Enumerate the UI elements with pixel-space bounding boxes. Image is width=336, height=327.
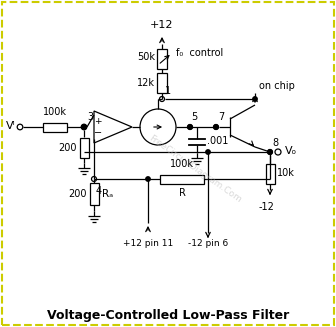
Circle shape bbox=[188, 125, 192, 129]
Text: 4: 4 bbox=[96, 186, 102, 196]
Text: +12: +12 bbox=[150, 20, 174, 30]
Circle shape bbox=[146, 177, 150, 181]
Text: 5: 5 bbox=[191, 112, 197, 122]
Text: 8: 8 bbox=[272, 138, 278, 148]
Text: 10k: 10k bbox=[277, 168, 295, 178]
Circle shape bbox=[214, 125, 218, 129]
Circle shape bbox=[268, 150, 272, 154]
Text: +12 pin 11: +12 pin 11 bbox=[123, 239, 173, 248]
Text: Voltage-Controlled Low-Pass Filter: Voltage-Controlled Low-Pass Filter bbox=[47, 308, 289, 321]
Text: -12: -12 bbox=[258, 202, 274, 212]
Text: +: + bbox=[94, 116, 102, 126]
Text: 200: 200 bbox=[69, 189, 87, 199]
Bar bbox=[80, 138, 88, 158]
Bar bbox=[157, 49, 167, 69]
Text: 3: 3 bbox=[87, 112, 93, 122]
Text: -12 pin 6: -12 pin 6 bbox=[188, 239, 228, 248]
Bar bbox=[157, 73, 167, 93]
Text: f₀  control: f₀ control bbox=[176, 48, 223, 58]
Circle shape bbox=[82, 125, 86, 129]
Text: 7: 7 bbox=[218, 112, 224, 122]
Text: Vₒ: Vₒ bbox=[285, 146, 297, 156]
Bar bbox=[160, 175, 204, 183]
Text: on chip: on chip bbox=[259, 81, 295, 91]
Text: Vᴵ: Vᴵ bbox=[6, 121, 16, 131]
Text: 100k: 100k bbox=[43, 107, 67, 117]
Circle shape bbox=[253, 97, 257, 101]
Text: 1: 1 bbox=[165, 86, 171, 96]
Bar bbox=[43, 123, 67, 131]
Text: 100k: 100k bbox=[170, 159, 194, 169]
Text: Rₐ: Rₐ bbox=[102, 189, 113, 199]
Text: R: R bbox=[178, 188, 185, 198]
Text: 50k: 50k bbox=[137, 52, 155, 62]
Text: 200: 200 bbox=[58, 143, 77, 153]
Bar bbox=[89, 183, 98, 205]
Circle shape bbox=[206, 150, 210, 154]
Bar bbox=[265, 164, 275, 184]
Text: .001: .001 bbox=[207, 136, 228, 146]
Text: 12k: 12k bbox=[137, 78, 155, 88]
Text: FreeCircuitDiagram.Com: FreeCircuitDiagram.Com bbox=[147, 133, 243, 204]
Text: −: − bbox=[94, 128, 102, 138]
